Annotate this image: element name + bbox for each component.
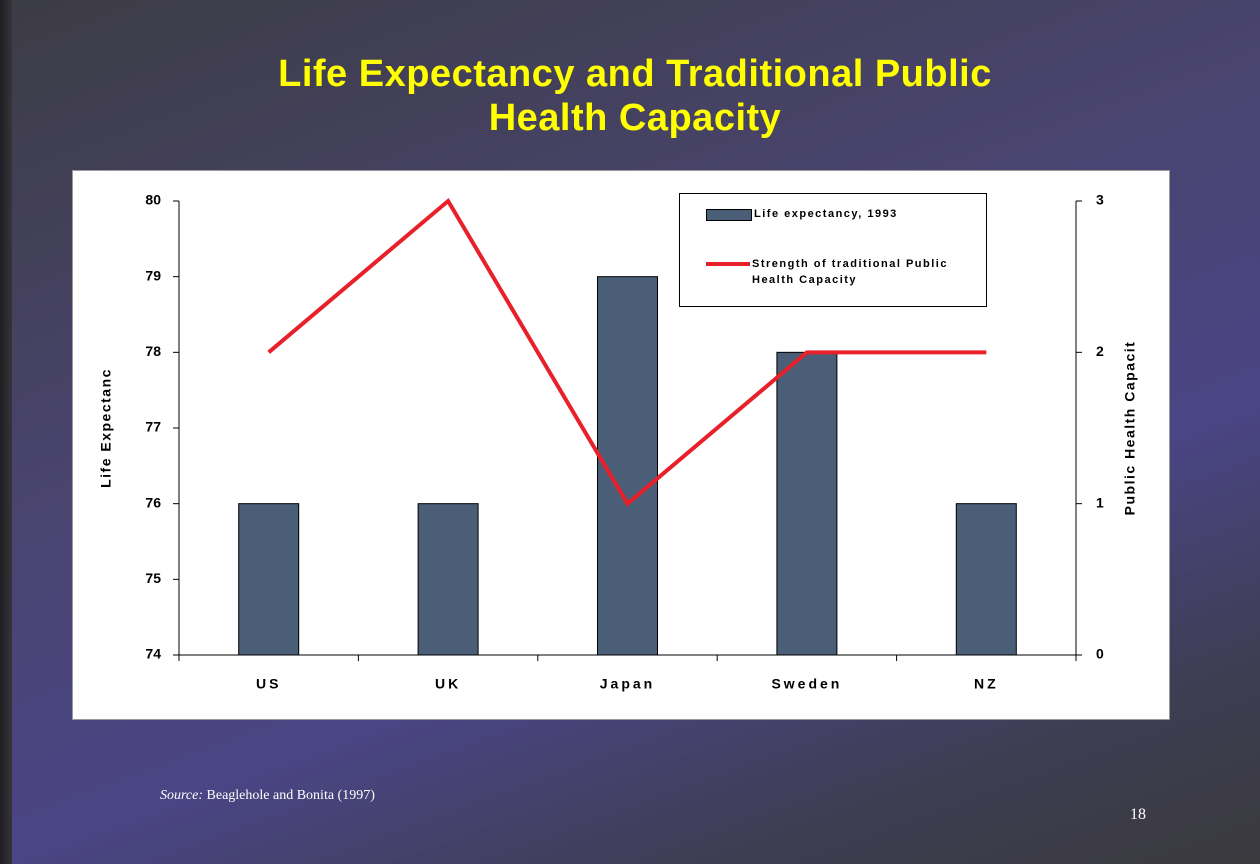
- y-tick-label: 79: [145, 267, 161, 283]
- y-tick-label: 75: [145, 570, 161, 586]
- chart-box: 74 75 76 77 78 79 80 0 1 2 3 Life Expectanc Public H…: [72, 170, 1170, 720]
- source-text: Beaglehole and Bonita (1997): [206, 788, 375, 803]
- legend-item: Strength of traditional Public Health Ca…: [706, 256, 982, 288]
- y2-tick-label: 2: [1096, 343, 1104, 359]
- bar: [417, 503, 479, 656]
- x-tick-label: NZ: [974, 676, 999, 692]
- legend-label: Life expectancy, 1993: [754, 208, 898, 220]
- legend-item: Life expectancy, 1993: [706, 206, 984, 222]
- legend: Life expectancy, 1993 Strength of tradit…: [679, 193, 987, 307]
- source: Source: Beaglehole and Bonita (1997): [160, 788, 375, 804]
- edge-strip: [0, 0, 12, 864]
- y-tick-label: 76: [145, 494, 161, 510]
- y-tick-label: 78: [145, 343, 161, 359]
- y2-tick-label: 0: [1096, 646, 1104, 662]
- page-number: 18: [1130, 806, 1146, 823]
- legend-swatch: [706, 262, 750, 266]
- y-axis-label: Life Expectanc: [98, 368, 114, 488]
- y2-tick-label: 1: [1096, 494, 1104, 510]
- bar: [238, 503, 300, 656]
- bar: [597, 276, 658, 656]
- y-tick-label: 77: [145, 419, 161, 435]
- bar: [776, 351, 838, 656]
- slide-title: Life Expectancy and Traditional Public H…: [278, 53, 992, 139]
- x-tick-label: Sweden: [771, 676, 842, 692]
- source-label: Source:: [160, 788, 204, 803]
- bar: [955, 503, 1017, 656]
- y2-axis-label: Public Health Capacit: [1122, 341, 1138, 516]
- line: [267, 197, 987, 507]
- legend-label: Strength of traditional Public Health Ca…: [752, 258, 948, 286]
- legend-swatch: [706, 209, 752, 221]
- x-tick-label: UK: [435, 676, 461, 692]
- chart: 74 75 76 77 78 79 80 0 1 2 3 Life Expectanc Public H…: [98, 192, 1138, 692]
- x-tick-label: US: [256, 676, 281, 692]
- y-tick-label: 80: [145, 192, 161, 208]
- x-tick-label: Japan: [600, 676, 655, 692]
- y2-tick-label: 3: [1096, 192, 1104, 208]
- y-tick-label: 74: [145, 646, 161, 662]
